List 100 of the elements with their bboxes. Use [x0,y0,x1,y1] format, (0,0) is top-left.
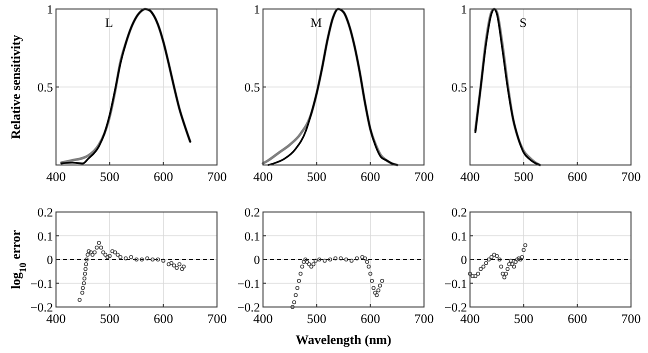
point [103,252,108,257]
point [156,258,160,262]
point [328,258,332,262]
point [510,262,514,266]
point [373,290,378,295]
point [338,256,343,260]
point [314,258,318,263]
y-tick-label: 0.1 [37,229,53,244]
x-tick-label: 500 [100,311,120,326]
point [498,258,502,262]
point [478,267,483,271]
y-tick-label: 0.5 [244,80,260,94]
y-tick-label: 0.5 [37,80,53,94]
x-tick-label: 500 [514,311,534,326]
x-tick-label: 600 [568,311,588,326]
point [84,258,89,262]
point [94,246,99,250]
point [182,264,186,269]
point [507,262,512,266]
y-tick-label: 1 [254,2,260,16]
point [101,250,106,254]
point [180,267,184,271]
point [322,258,327,263]
point [372,286,376,290]
point [116,252,120,257]
point [295,286,300,290]
point [360,255,364,260]
x-tick-label: 400 [460,169,480,184]
annotation: M [310,15,322,30]
point [344,258,348,262]
point [380,278,384,283]
x-tick-label: 500 [514,169,534,184]
y-tick-label: 0.1 [451,229,467,244]
y-tick-label: 0 [460,253,467,267]
point [302,260,306,264]
point [88,250,93,254]
point [516,256,521,260]
point [82,281,86,286]
point [150,258,155,262]
x-tick-label: 700 [207,311,227,326]
point [508,258,513,263]
point [129,255,134,260]
point [522,248,526,252]
point [290,305,295,309]
point [476,272,480,276]
point [489,255,494,260]
y-tick-label: 0 [254,253,260,267]
y-tick-label: 0.5 [451,80,467,94]
point [470,274,475,278]
point [90,252,94,257]
point [303,258,308,262]
y-tick-label: 1 [46,2,53,16]
point [518,258,522,262]
point [311,262,316,266]
point [169,261,174,266]
point [520,255,524,260]
point [514,260,518,264]
point [113,250,118,254]
point [499,264,504,269]
point [307,262,312,266]
annotation: L [105,15,114,30]
x-axis-title: Wavelength (nm) [296,332,392,347]
y-axis-title: Relative sensitivity [8,34,23,140]
point [362,256,367,260]
point [309,264,314,269]
point [82,272,87,276]
x-tick-label: 700 [207,169,227,184]
point [84,267,88,271]
point [78,298,82,302]
point [492,252,496,257]
point [473,274,478,278]
point [368,272,372,276]
x-tick-label: 600 [568,169,588,184]
x-tick-label: 500 [306,169,326,184]
point [515,258,520,262]
point [174,266,179,270]
x-tick-label: 400 [253,169,273,184]
point [305,260,310,264]
point [140,258,144,262]
y-tick-label: −0.1 [30,276,53,291]
point [292,300,296,304]
point [106,255,110,260]
point [468,272,472,276]
point [376,288,380,292]
point [378,284,382,288]
point [523,243,528,248]
point [86,249,91,254]
point [365,260,370,264]
point [506,267,510,271]
point [82,276,86,280]
point [134,258,138,262]
y-tick-label: 0.1 [244,229,260,244]
point [96,240,101,245]
point [124,256,128,260]
y-tick-label: −0.1 [237,276,260,291]
x-tick-label: 500 [306,311,326,326]
point [172,263,176,268]
x-tick-label: 700 [621,311,641,326]
x-tick-label: 500 [100,169,120,184]
point [177,262,182,266]
